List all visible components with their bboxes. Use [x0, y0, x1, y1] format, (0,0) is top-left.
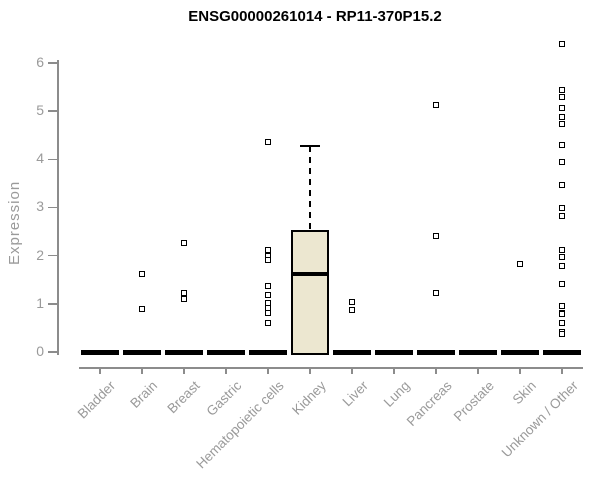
x-axis-label-unknown-other: Unknown / Other: [498, 378, 581, 461]
data-point-marker: [559, 40, 565, 47]
data-point-marker: [265, 246, 271, 253]
x-axis-tick: [99, 367, 101, 374]
y-axis-tick: [48, 351, 57, 353]
y-axis-line: [57, 60, 59, 355]
zero-expression-bar: [375, 349, 413, 355]
y-tick-label: 4: [36, 150, 44, 167]
kidney-box: [291, 230, 329, 355]
zero-expression-bar: [417, 349, 455, 355]
zero-expression-bar: [543, 349, 581, 355]
x-axis-tick: [141, 367, 143, 374]
data-point-marker: [559, 320, 565, 327]
y-axis-tick: [48, 158, 57, 161]
y-tick-label: 3: [36, 198, 44, 215]
data-point-marker: [559, 213, 565, 220]
x-axis-tick: [267, 367, 269, 374]
data-point-marker: [139, 305, 145, 312]
x-axis-tick: [309, 367, 311, 374]
y-tick-label: 1: [36, 294, 44, 311]
data-point-marker: [559, 311, 565, 318]
x-axis-tick: [519, 367, 521, 374]
y-axis-tick: [48, 303, 57, 305]
data-point-marker: [559, 204, 565, 211]
data-point-marker: [265, 310, 271, 317]
data-point-marker: [433, 233, 439, 240]
data-point-marker: [265, 282, 271, 289]
data-point-marker: [559, 254, 565, 261]
data-point-marker: [559, 159, 565, 166]
x-axis-label-lung: Lung: [380, 378, 413, 410]
data-point-marker: [349, 298, 355, 305]
zero-expression-bar: [81, 349, 119, 355]
x-axis-tick: [225, 367, 227, 374]
data-point-marker: [181, 290, 187, 297]
zero-expression-bar: [459, 349, 497, 355]
data-point-marker: [559, 303, 565, 310]
data-point-marker: [181, 240, 187, 247]
x-axis-tick: [435, 367, 437, 374]
x-axis-label-bladder: Bladder: [75, 378, 119, 422]
y-axis-tick: [48, 110, 57, 112]
data-point-marker: [265, 292, 271, 299]
x-axis-label-pancreas: Pancreas: [403, 378, 455, 429]
y-tick-label: 6: [36, 53, 44, 70]
data-point-marker: [433, 290, 439, 297]
data-point-marker: [349, 307, 355, 314]
y-axis-tick: [48, 206, 57, 209]
x-axis-label-kidney: Kidney: [288, 378, 329, 418]
zero-expression-bar: [165, 349, 203, 355]
data-point-marker: [265, 256, 271, 263]
data-point-marker: [559, 262, 565, 269]
x-axis-label-liver: Liver: [339, 378, 371, 410]
kidney-upper-whisker: [309, 145, 311, 231]
zero-expression-bar: [333, 349, 371, 355]
x-axis-label-prostate: Prostate: [450, 378, 497, 425]
zero-expression-bar: [501, 349, 539, 355]
zero-expression-bar: [207, 349, 245, 355]
x-axis-line: [79, 367, 583, 369]
chart-title: ENSG00000261014 - RP11-370P15.2: [188, 8, 442, 25]
y-axis-tick: [48, 62, 57, 64]
data-point-marker: [559, 281, 565, 288]
data-point-marker: [139, 270, 145, 277]
data-point-marker: [559, 181, 565, 188]
kidney-median-line: [291, 271, 329, 276]
y-tick-label: 2: [36, 246, 44, 263]
y-axis-tick: [48, 254, 57, 257]
x-axis-tick: [561, 367, 563, 374]
x-axis-tick: [393, 367, 395, 374]
data-point-marker: [265, 304, 271, 311]
data-point-marker: [265, 320, 271, 327]
x-axis-tick: [183, 367, 185, 374]
x-axis-tick: [351, 367, 353, 374]
x-axis-label-breast: Breast: [164, 378, 203, 417]
data-point-marker: [559, 330, 565, 337]
y-tick-label: 5: [36, 102, 44, 119]
kidney-whisker-cap: [300, 144, 320, 147]
zero-expression-bar: [249, 349, 287, 355]
data-point-marker: [559, 141, 565, 148]
zero-expression-bar: [123, 349, 161, 355]
data-point-marker: [559, 114, 565, 121]
data-point-marker: [559, 94, 565, 101]
data-point-marker: [181, 296, 187, 302]
data-point-marker: [517, 260, 523, 267]
data-point-marker: [559, 121, 565, 128]
x-axis-tick: [477, 367, 479, 374]
x-axis-label-brain: Brain: [127, 378, 161, 411]
data-point-marker: [265, 139, 271, 146]
data-point-marker: [433, 102, 439, 109]
y-tick-label: 0: [36, 343, 44, 359]
data-point-marker: [559, 246, 565, 253]
x-axis-label-gastric: Gastric: [203, 378, 245, 419]
x-axis-label-skin: Skin: [509, 378, 539, 408]
data-point-marker: [559, 86, 565, 93]
data-point-marker: [559, 105, 565, 112]
